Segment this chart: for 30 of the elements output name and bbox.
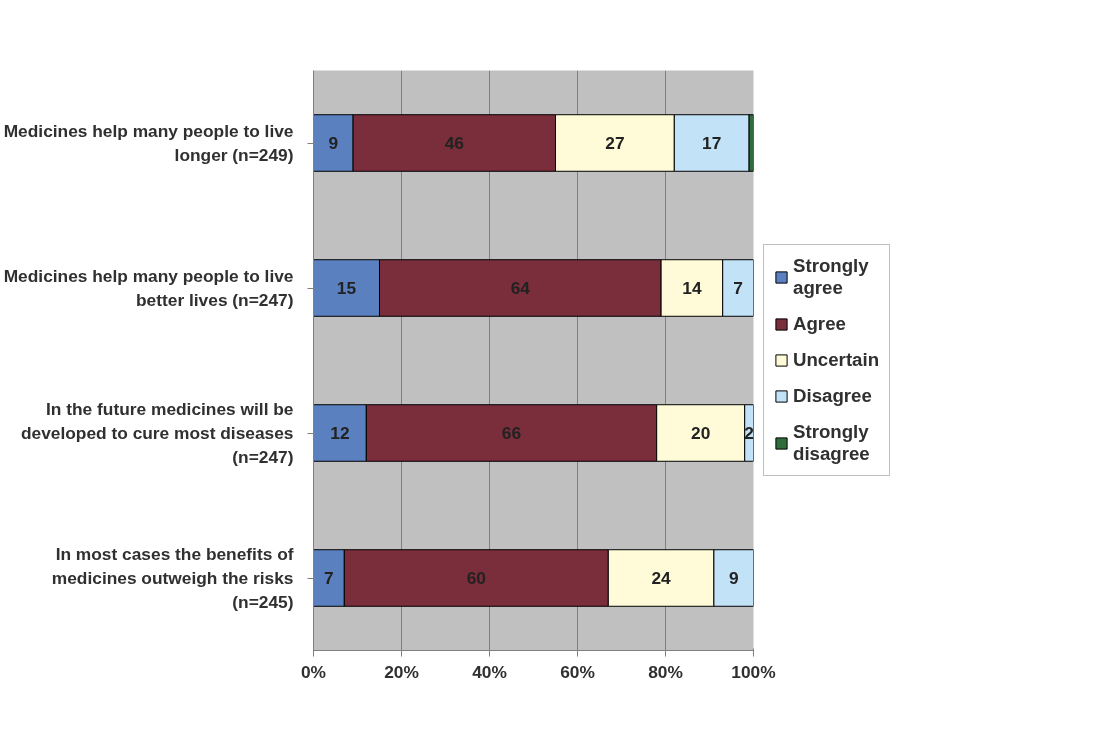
data-label: 60 [466,568,486,588]
y-tick-label: In the future medicines will be developed to cure most diseases (n=247) [20,399,294,467]
x-tick-label: 20% [384,661,419,682]
x-tick-label: 100% [731,661,776,682]
data-label: 7 [324,568,334,588]
x-tick-label: 40% [472,661,507,682]
data-label: 27 [605,133,625,153]
data-label: 7 [733,278,743,298]
data-label: 17 [702,133,722,153]
legend-label: Disagree [793,385,872,407]
legend-label: Strongly agree [793,255,869,299]
data-label: 9 [328,133,339,153]
data-label: 24 [651,568,672,588]
data-label: 15 [336,278,357,298]
data-label: 12 [330,423,350,443]
x-tick-label: 0% [300,661,327,682]
data-label: 64 [510,278,531,298]
y-tick-label: Medicines help many people to live better lives (n=247) [3,266,294,310]
x-tick-label: 60% [560,661,595,682]
data-label: 46 [444,133,465,153]
data-label: 14 [682,278,702,298]
legend-label: Strongly disagree [793,421,870,465]
x-tick-label: 80% [648,661,683,682]
data-label: 9 [728,568,739,588]
data-label: 20 [691,423,711,443]
legend-label: Agree [793,313,846,335]
y-tick-label: In most cases the benefits of medicines outweigh the risks (n=245) [51,544,294,612]
y-tick-label: Medicines help many people to live longer (n=249) [3,121,294,165]
legend-label: Uncertain [793,349,880,371]
data-label: 66 [501,423,522,443]
